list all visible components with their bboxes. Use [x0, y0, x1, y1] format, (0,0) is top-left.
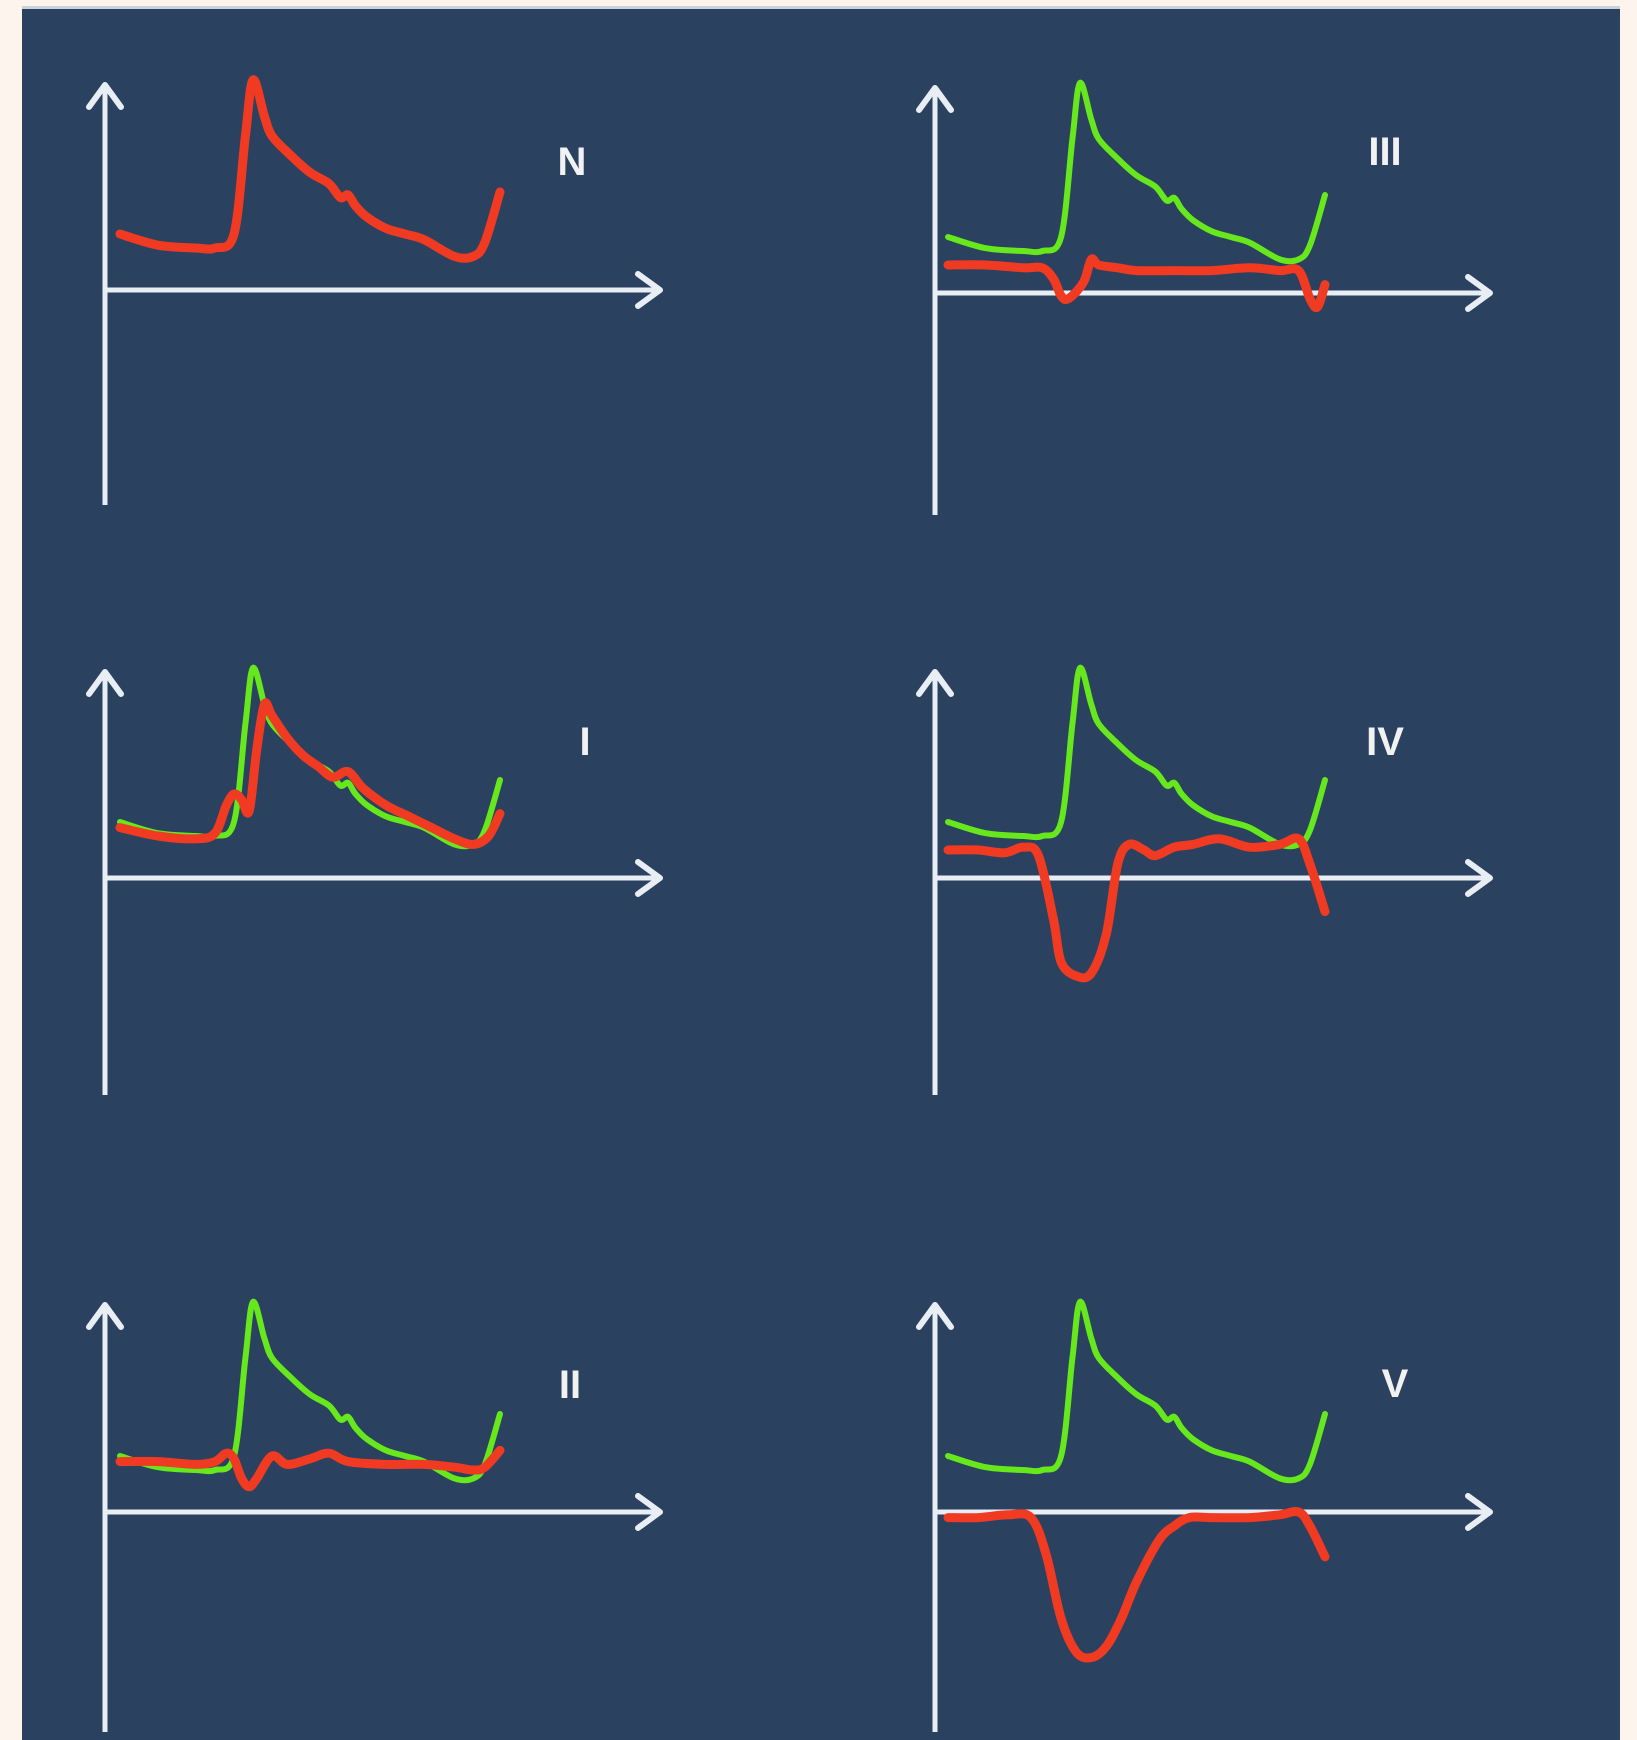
panel-label: III — [1368, 130, 1401, 174]
panel-label: V — [1382, 1362, 1409, 1406]
x-axis-arrow-icon — [635, 859, 663, 897]
panel-label: IV — [1366, 720, 1404, 764]
panel-label: I — [579, 720, 590, 764]
panel-label: II — [559, 1363, 581, 1407]
red-trace-line — [943, 1507, 1330, 1663]
green-trace-line — [945, 1298, 1328, 1484]
green-trace-line — [117, 1298, 503, 1484]
red-trace-line — [943, 833, 1330, 983]
red-trace-line — [115, 698, 505, 849]
panel-label: N — [558, 140, 587, 184]
x-axis-arrow-icon — [1465, 274, 1493, 312]
red-trace-line — [115, 75, 505, 263]
green-trace-line — [945, 664, 1328, 850]
green-trace-line — [945, 79, 1328, 265]
x-axis-arrow-icon — [635, 271, 663, 309]
x-axis-arrow-icon — [635, 1493, 663, 1531]
x-axis-arrow-icon — [1465, 1493, 1493, 1531]
y-axis-arrow-icon — [916, 85, 954, 113]
y-axis-arrow-icon — [86, 1302, 124, 1330]
y-axis-arrow-icon — [86, 669, 124, 697]
y-axis-arrow-icon — [916, 669, 954, 697]
red-trace-line — [115, 1445, 505, 1492]
y-axis-arrow-icon — [916, 1302, 954, 1330]
x-axis-arrow-icon — [1465, 859, 1493, 897]
y-axis-arrow-icon — [86, 82, 124, 110]
red-trace-line — [943, 254, 1330, 313]
